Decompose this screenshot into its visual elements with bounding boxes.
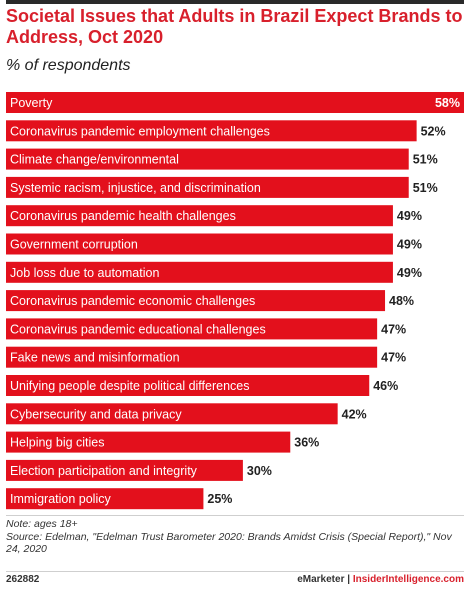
source-text: Source: Edelman, "Edelman Trust Baromete… <box>6 530 452 556</box>
bar-row: Election participation and integrity 30% <box>6 459 272 481</box>
bar-row: Coronavirus pandemic economic challenges… <box>6 290 414 312</box>
value-label: 51% <box>413 153 438 167</box>
bar <box>6 375 370 396</box>
category-label: Government corruption <box>10 238 138 252</box>
bar-row: Helping big cities 36% <box>6 431 319 453</box>
footer-divider <box>6 515 464 516</box>
brand-emarketer: eMarketer <box>297 574 345 585</box>
bar <box>6 403 338 425</box>
bar-row: Coronavirus pandemic educational challen… <box>6 318 406 340</box>
bar <box>6 431 291 453</box>
value-label: 49% <box>397 266 422 280</box>
bar-row: Systemic racism, injustice, and discrimi… <box>6 176 438 198</box>
bar <box>6 92 464 113</box>
bar-row: Unifying people despite political differ… <box>6 375 398 396</box>
bar <box>6 261 393 283</box>
value-label: 30% <box>247 464 272 478</box>
category-label: Helping big cities <box>10 436 105 450</box>
value-label: 52% <box>421 124 446 138</box>
category-label: Coronavirus pandemic economic challenges <box>10 294 255 308</box>
top-rule <box>6 0 464 4</box>
category-label: Coronavirus pandemic employment challeng… <box>10 124 270 138</box>
category-label: Fake news and misinformation <box>10 351 180 365</box>
value-label: 51% <box>413 181 438 195</box>
brand-insider-intelligence: InsiderIntelligence.com <box>352 574 464 585</box>
bottom-divider <box>6 571 464 572</box>
category-label: Systemic racism, injustice, and discrimi… <box>10 181 261 195</box>
brand-separator: | <box>347 574 351 585</box>
value-label: 42% <box>342 407 367 421</box>
chart-title: Societal Issues that Adults in Brazil Ex… <box>6 6 463 47</box>
brand-credit: eMarketer | InsiderIntelligence.com <box>297 574 464 585</box>
category-label: Immigration policy <box>10 492 111 506</box>
value-label: 49% <box>397 209 422 223</box>
bar-row: Job loss due to automation 49% <box>6 261 422 283</box>
value-label: 47% <box>381 322 406 336</box>
bar-row: Immigration policy 25% <box>6 488 232 510</box>
bar-row: Coronavirus pandemic health challenges 49… <box>6 205 422 227</box>
bar-row: Poverty 58% <box>6 92 464 113</box>
bar <box>6 318 378 340</box>
bar <box>6 290 386 312</box>
value-label: 46% <box>373 379 398 393</box>
bar-row: Fake news and misinformation 47% <box>6 346 406 368</box>
chart-id: 262882 <box>6 574 40 585</box>
note-text: Note: ages 18+ <box>6 518 78 530</box>
bar <box>6 148 409 170</box>
value-label: 36% <box>294 436 319 450</box>
category-label: Coronavirus pandemic health challenges <box>10 209 236 223</box>
value-label: 25% <box>207 492 232 506</box>
value-label: 47% <box>381 351 406 365</box>
category-label: Cybersecurity and data privacy <box>10 407 182 421</box>
bar <box>6 120 417 142</box>
bar-row: Cybersecurity and data privacy 42% <box>6 403 367 425</box>
bar <box>6 176 409 198</box>
category-label: Job loss due to automation <box>10 266 159 280</box>
bar <box>6 488 204 510</box>
category-label: Climate change/environmental <box>10 153 179 167</box>
category-label: Poverty <box>10 96 53 110</box>
category-label: Coronavirus pandemic educational challen… <box>10 322 266 336</box>
category-label: Unifying people despite political differ… <box>10 379 250 393</box>
value-label: 48% <box>389 294 414 308</box>
bar-row: Coronavirus pandemic employment challeng… <box>6 120 446 142</box>
value-label: 49% <box>397 238 422 252</box>
bar <box>6 205 393 227</box>
bar <box>6 346 378 368</box>
bar-row: Government corruption 49% <box>6 233 422 255</box>
bar <box>6 459 243 481</box>
value-label: 58% <box>435 96 460 110</box>
bar-row: Climate change/environmental 51% <box>6 148 438 170</box>
chart-subtitle: % of respondents <box>6 57 131 74</box>
category-label: Election participation and integrity <box>10 464 198 478</box>
bar <box>6 233 393 255</box>
bar-chart: Poverty 58% Coronavirus pandemic employmen… <box>6 92 464 510</box>
chart-notes: Note: ages 18+ Source: Edelman, "Edelman… <box>6 518 464 556</box>
